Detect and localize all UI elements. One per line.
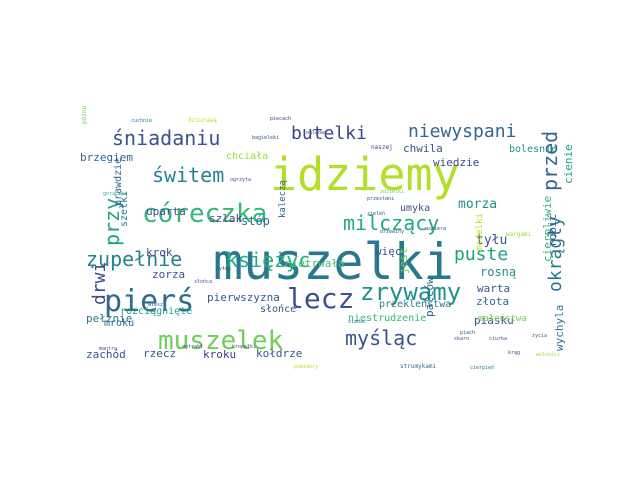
- cloud-word: pełznie: [86, 312, 132, 325]
- cloud-word: krok: [146, 246, 173, 259]
- cloud-word: strumykami: [400, 363, 437, 370]
- cloud-word: przy: [100, 198, 124, 246]
- cloud-word: kaleczą: [278, 180, 288, 218]
- cloud-word: skaro: [454, 336, 469, 342]
- cloud-word: cienie: [562, 144, 575, 184]
- cloud-word: bolesnie: [509, 144, 557, 155]
- cloud-word: pomidory: [294, 364, 318, 370]
- cloud-word: przekleństwa: [379, 298, 451, 310]
- cloud-word: piecach: [270, 116, 291, 122]
- cloud-word: butelki: [291, 123, 367, 144]
- cloud-word: więc: [375, 245, 402, 258]
- cloud-word: antrakt: [182, 344, 203, 350]
- cloud-word: niestrudzenie: [348, 313, 426, 324]
- cloud-word: cierpliwie: [541, 196, 554, 262]
- cloud-word: pierwszyzna: [207, 291, 280, 304]
- cloud-word: morza: [458, 197, 497, 212]
- cloud-word: okrągły: [545, 216, 566, 292]
- cloud-word: zorza: [152, 268, 185, 281]
- cloud-word: niewyspani: [408, 121, 516, 142]
- cloud-word: chwila: [403, 142, 443, 155]
- cloud-word: słońca: [194, 278, 212, 285]
- cloud-word: naszej: [371, 144, 393, 151]
- cloud-word: przestani: [367, 196, 394, 202]
- cloud-word: tyłu: [476, 233, 507, 248]
- cloud-word: brzegiem: [80, 151, 133, 164]
- cloud-word: krąg: [508, 350, 520, 356]
- cloud-word: zrywamy: [360, 278, 461, 306]
- cloud-word: przed: [538, 131, 562, 191]
- cloud-word: pyłek: [216, 266, 231, 272]
- cloud-word: chciała: [226, 151, 268, 162]
- cloud-word: późno: [81, 106, 88, 124]
- cloud-word: rzecz: [143, 347, 176, 360]
- cloud-word: wolności: [536, 351, 560, 358]
- cloud-word: warta: [477, 282, 510, 295]
- cloud-word: cuchnie: [131, 118, 152, 124]
- word-cloud-background: [79, 118, 581, 371]
- cloud-word: bagieleki: [252, 135, 279, 141]
- cloud-word: modelki: [475, 213, 485, 251]
- cloud-word: prawdzie: [113, 158, 124, 206]
- cloud-word: siadać: [348, 318, 366, 325]
- cloud-word: ogrzyta: [230, 177, 251, 183]
- cloud-word: puste: [454, 244, 508, 265]
- cloud-word: mantra: [99, 346, 117, 352]
- cloud-word: kołdrze: [256, 347, 302, 360]
- cloud-word: rosną: [480, 265, 516, 279]
- cloud-word: jest: [397, 248, 410, 275]
- cloud-word: muszelki: [213, 233, 454, 291]
- cloud-word: zieleń: [367, 210, 385, 217]
- cloud-word: palców: [423, 277, 436, 317]
- cloud-word: szlak: [209, 212, 242, 225]
- cloud-word: rozciągnięte: [120, 306, 192, 317]
- cloud-word: zachód: [86, 348, 126, 361]
- cloud-word: umyka: [400, 203, 430, 214]
- cloud-word: słońce: [260, 303, 296, 315]
- cloud-word: szelki: [119, 191, 130, 227]
- cloud-word: myśląc: [345, 326, 417, 350]
- cloud-word: zdzielki: [380, 189, 404, 195]
- cloud-word: kropełki: [232, 344, 256, 350]
- cloud-word: drzewiny: [380, 229, 404, 235]
- cloud-word: wiesz: [148, 302, 163, 308]
- cloud-word: oglądać: [306, 129, 327, 136]
- cloud-word: drwi: [89, 262, 110, 305]
- cloud-word: wychyla: [553, 305, 566, 351]
- cloud-word: stóp: [241, 214, 270, 228]
- cloud-word: gorączka: [103, 191, 127, 197]
- cloud-word: milczący: [343, 211, 439, 235]
- cloud-word: córeczka: [142, 199, 267, 229]
- cloud-word: robić: [546, 214, 559, 247]
- cloud-word: aspiera: [425, 226, 446, 232]
- cloud-word: wiedzie: [433, 156, 479, 169]
- cloud-word: księżyc: [226, 248, 310, 272]
- cloud-word: zupełnie: [86, 247, 182, 271]
- cloud-word: ciurka: [489, 336, 507, 342]
- cloud-word: uparta: [146, 205, 186, 218]
- cloud-word: piasku: [474, 314, 514, 327]
- cloud-word: dziurawą: [188, 117, 217, 124]
- cloud-word: lecz: [287, 282, 354, 315]
- cloud-word: kroku: [203, 348, 236, 361]
- cloud-word: mroku: [104, 318, 134, 329]
- cloud-word: małeństwa: [478, 314, 527, 324]
- cloud-word: piach: [460, 330, 475, 336]
- cloud-word: nietrwała: [285, 257, 345, 270]
- cloud-word: życia: [532, 333, 547, 339]
- cloud-word: cierpień: [470, 364, 494, 371]
- cloud-word: świtem: [152, 163, 224, 187]
- cloud-word: wargami: [506, 231, 532, 238]
- cloud-word: śniadaniu: [112, 126, 220, 150]
- cloud-word: muszelek: [158, 326, 284, 356]
- cloud-word: złota: [476, 295, 509, 308]
- cloud-word: idziemy: [270, 148, 460, 201]
- cloud-word: pierś: [104, 284, 194, 319]
